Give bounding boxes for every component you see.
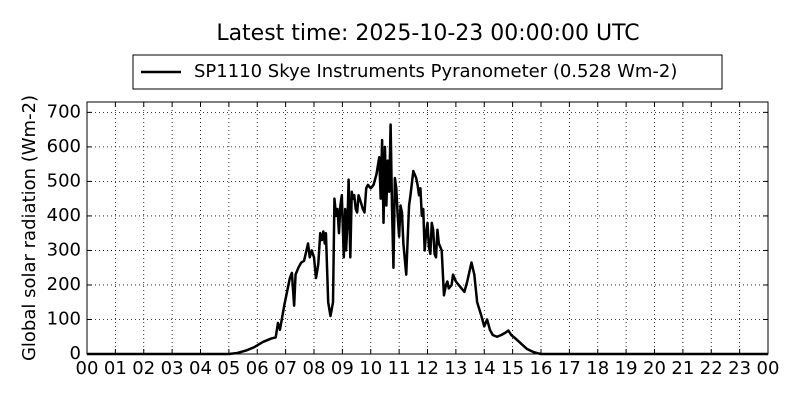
x-tick-label: 18 bbox=[586, 358, 609, 379]
y-tick-label: 0 bbox=[70, 343, 81, 364]
y-tick-label: 700 bbox=[47, 101, 81, 122]
y-axis-label: Global solar radiation (Wm-2) bbox=[19, 95, 40, 361]
x-tick-label: 01 bbox=[104, 358, 127, 379]
x-tick-label: 10 bbox=[359, 358, 382, 379]
y-tick-label: 100 bbox=[47, 308, 81, 329]
x-tick-label: 22 bbox=[700, 358, 723, 379]
chart-title: Latest time: 2025-10-23 00:00:00 UTC bbox=[216, 21, 639, 46]
x-tick-label: 23 bbox=[728, 358, 751, 379]
legend-label: SP1110 Skye Instruments Pyranometer (0.5… bbox=[194, 61, 677, 82]
x-tick-label: 05 bbox=[217, 358, 240, 379]
x-tick-label: 17 bbox=[558, 358, 581, 379]
x-tick-label: 12 bbox=[416, 358, 439, 379]
x-tick-label: 21 bbox=[671, 358, 694, 379]
x-tick-label: 15 bbox=[501, 358, 524, 379]
x-tick-label: 14 bbox=[473, 358, 496, 379]
legend-box bbox=[132, 54, 723, 90]
y-tick-label: 300 bbox=[47, 239, 81, 260]
y-tick-label: 500 bbox=[47, 170, 81, 191]
x-tick-label: 09 bbox=[331, 358, 354, 379]
y-tick-label: 600 bbox=[47, 136, 81, 157]
x-tick-label: 20 bbox=[643, 358, 666, 379]
x-tick-label: 13 bbox=[444, 358, 467, 379]
y-tick-label: 200 bbox=[47, 274, 81, 295]
x-tick-label: 19 bbox=[615, 358, 638, 379]
y-tick-label: 400 bbox=[47, 205, 81, 226]
x-tick-label: 11 bbox=[388, 358, 411, 379]
series-line bbox=[87, 123, 768, 356]
x-tick-label: 00 bbox=[76, 358, 99, 379]
x-tick-label: 16 bbox=[530, 358, 553, 379]
x-tick-label: 00 bbox=[757, 358, 780, 379]
x-tick-label: 06 bbox=[246, 358, 269, 379]
x-tick-label: 08 bbox=[303, 358, 326, 379]
x-tick-label: 03 bbox=[161, 358, 184, 379]
x-tick-label: 04 bbox=[189, 358, 212, 379]
plot-frame bbox=[86, 101, 769, 355]
x-tick-label: 07 bbox=[274, 358, 297, 379]
x-tick-label: 02 bbox=[132, 358, 155, 379]
